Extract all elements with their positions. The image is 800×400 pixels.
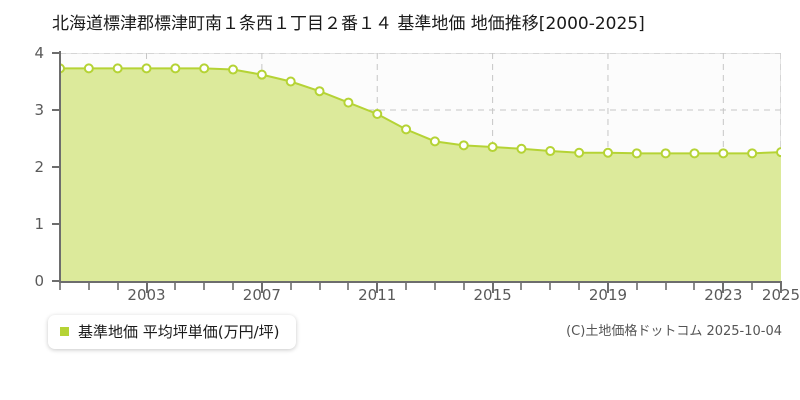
- series-plot: [60, 53, 781, 281]
- data-point-marker[interactable]: [112, 63, 123, 74]
- y-axis: [59, 51, 61, 283]
- x-axis-tick-label: 2007: [242, 286, 281, 304]
- area-fill: [60, 68, 781, 281]
- legend-swatch-icon: [60, 327, 69, 336]
- x-axis-tick-label: 2023: [704, 286, 743, 304]
- data-point-marker[interactable]: [458, 140, 469, 151]
- data-point-marker[interactable]: [141, 63, 152, 74]
- x-axis-tick-mark: [59, 283, 61, 290]
- data-point-marker[interactable]: [776, 147, 781, 158]
- y-axis-tick-mark: [52, 109, 59, 111]
- x-axis-tick-mark: [780, 283, 782, 293]
- x-axis-tick-mark: [289, 283, 292, 290]
- legend-label: 基準地価 平均坪単価(万円/坪): [78, 323, 280, 341]
- x-axis-tick-mark: [606, 283, 609, 293]
- data-point-marker[interactable]: [429, 136, 440, 147]
- x-axis-tick-mark: [578, 283, 581, 290]
- x-axis-tick-label: 2003: [127, 286, 166, 304]
- x-axis-tick-mark: [405, 283, 408, 290]
- data-point-marker[interactable]: [228, 64, 239, 75]
- data-point-marker[interactable]: [83, 63, 94, 74]
- data-point-marker[interactable]: [199, 63, 210, 74]
- y-axis-tick-label: 3: [34, 101, 44, 119]
- y-axis-tick-label: 4: [34, 44, 44, 62]
- x-axis-tick-mark: [664, 283, 667, 290]
- data-point-marker[interactable]: [718, 148, 729, 159]
- x-axis-tick-mark: [145, 283, 148, 293]
- y-axis-tick-mark: [52, 280, 59, 282]
- copyright-notice: (C)土地価格ドットコム 2025-10-04: [566, 324, 782, 339]
- y-axis-tick-label: 1: [34, 215, 44, 233]
- data-point-marker[interactable]: [689, 148, 700, 159]
- data-point-marker[interactable]: [602, 147, 613, 158]
- y-axis-tick-label: 2: [34, 158, 44, 176]
- y-axis-tick-mark: [52, 223, 59, 225]
- x-axis-tick-mark: [462, 283, 465, 290]
- chart-title: 北海道標津郡標津町南１条西１丁目２番１４ 基準地価 地価推移[2000-2025…: [52, 14, 645, 34]
- x-axis-tick-mark: [549, 283, 552, 290]
- y-axis-tick-mark: [52, 166, 59, 168]
- x-axis-tick-mark: [318, 283, 321, 290]
- x-axis-tick-label: 2019: [588, 286, 628, 304]
- data-point-marker[interactable]: [545, 146, 556, 157]
- data-point-marker[interactable]: [256, 69, 267, 80]
- x-axis-tick-mark: [203, 283, 206, 290]
- data-point-marker[interactable]: [401, 124, 412, 135]
- x-axis-tick-mark: [87, 283, 90, 290]
- chart-legend[interactable]: 基準地価 平均坪単価(万円/坪): [48, 315, 296, 349]
- data-point-marker[interactable]: [660, 148, 671, 159]
- x-axis-tick-label: 2025: [761, 286, 800, 304]
- x-axis-tick-mark: [376, 283, 379, 293]
- x-axis-tick-mark: [722, 283, 725, 293]
- data-point-marker[interactable]: [516, 143, 527, 154]
- x-axis-tick-label: 2015: [473, 286, 512, 304]
- x-axis-tick-mark: [433, 283, 436, 290]
- x-axis-tick-mark: [232, 283, 235, 290]
- data-point-marker[interactable]: [343, 97, 354, 108]
- data-point-marker[interactable]: [314, 86, 325, 97]
- x-axis-tick-mark: [174, 283, 177, 290]
- x-axis-tick-mark: [491, 283, 494, 293]
- x-axis-tick-mark: [260, 283, 263, 293]
- data-point-marker[interactable]: [487, 142, 498, 153]
- x-axis-tick-mark: [520, 283, 523, 290]
- x-axis-tick-mark: [751, 283, 754, 290]
- data-point-marker[interactable]: [631, 148, 642, 159]
- data-point-marker[interactable]: [747, 148, 758, 159]
- x-axis-tick-mark: [347, 283, 350, 290]
- x-axis-tick-label: 2011: [358, 286, 397, 304]
- data-point-marker[interactable]: [574, 147, 585, 158]
- data-point-marker[interactable]: [372, 108, 383, 119]
- y-axis-tick-label: 0: [34, 272, 44, 290]
- x-axis-tick-mark: [635, 283, 638, 290]
- plot-area: [60, 53, 781, 281]
- x-axis-tick-mark: [116, 283, 119, 290]
- data-point-marker[interactable]: [170, 63, 181, 74]
- data-point-marker[interactable]: [285, 76, 296, 87]
- x-axis-tick-mark: [693, 283, 696, 290]
- y-axis-tick-mark: [52, 52, 59, 54]
- x-axis: [59, 281, 782, 283]
